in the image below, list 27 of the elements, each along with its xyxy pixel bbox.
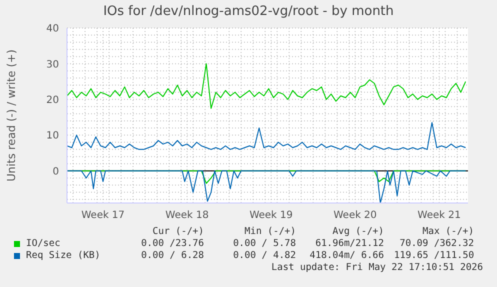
x-tick-label: Week 19 — [249, 210, 293, 222]
text: Avg (-/+) — [332, 226, 384, 237]
text: 61.96m/21.12 — [314, 238, 384, 249]
x-tick-label: Week 20 — [333, 210, 377, 222]
y-axis-title: Units read (-) / write (+) — [4, 49, 18, 182]
text: 0.00 /23.76 — [140, 238, 204, 249]
legend-label: IO/sec — [26, 238, 60, 249]
x-tick-label: Week 18 — [165, 210, 209, 222]
y-tick-label: 10 — [46, 130, 59, 142]
x-tick-label: Week 17 — [81, 210, 125, 222]
text: Cur (-/+) — [152, 226, 204, 237]
text: 0.00 / 5.78 — [232, 238, 296, 249]
text: Min (-/+) — [244, 226, 296, 237]
text: Last update: Fri May 22 17:10:51 2026 — [271, 262, 483, 273]
y-tick-label: 30 — [46, 59, 59, 70]
text: 119.65 /111.50 — [394, 250, 474, 261]
y-tick-label: 20 — [46, 94, 59, 106]
text: 0.00 / 6.28 — [140, 250, 204, 261]
y-tick-label: 0 — [52, 166, 59, 178]
legend-label: Req Size (KB) — [26, 250, 100, 261]
text: 0.00 / 4.82 — [232, 250, 296, 261]
y-tick-label: 40 — [46, 24, 59, 35]
x-tick-label: Week 21 — [418, 210, 461, 222]
text: 70.09 /362.32 — [398, 238, 474, 249]
text: 418.04m/ 6.66 — [308, 250, 384, 261]
text: Max (-/+) — [422, 226, 474, 237]
chart-title: IOs for /dev/nlnog-ams02-vg/root - by month — [102, 4, 395, 19]
